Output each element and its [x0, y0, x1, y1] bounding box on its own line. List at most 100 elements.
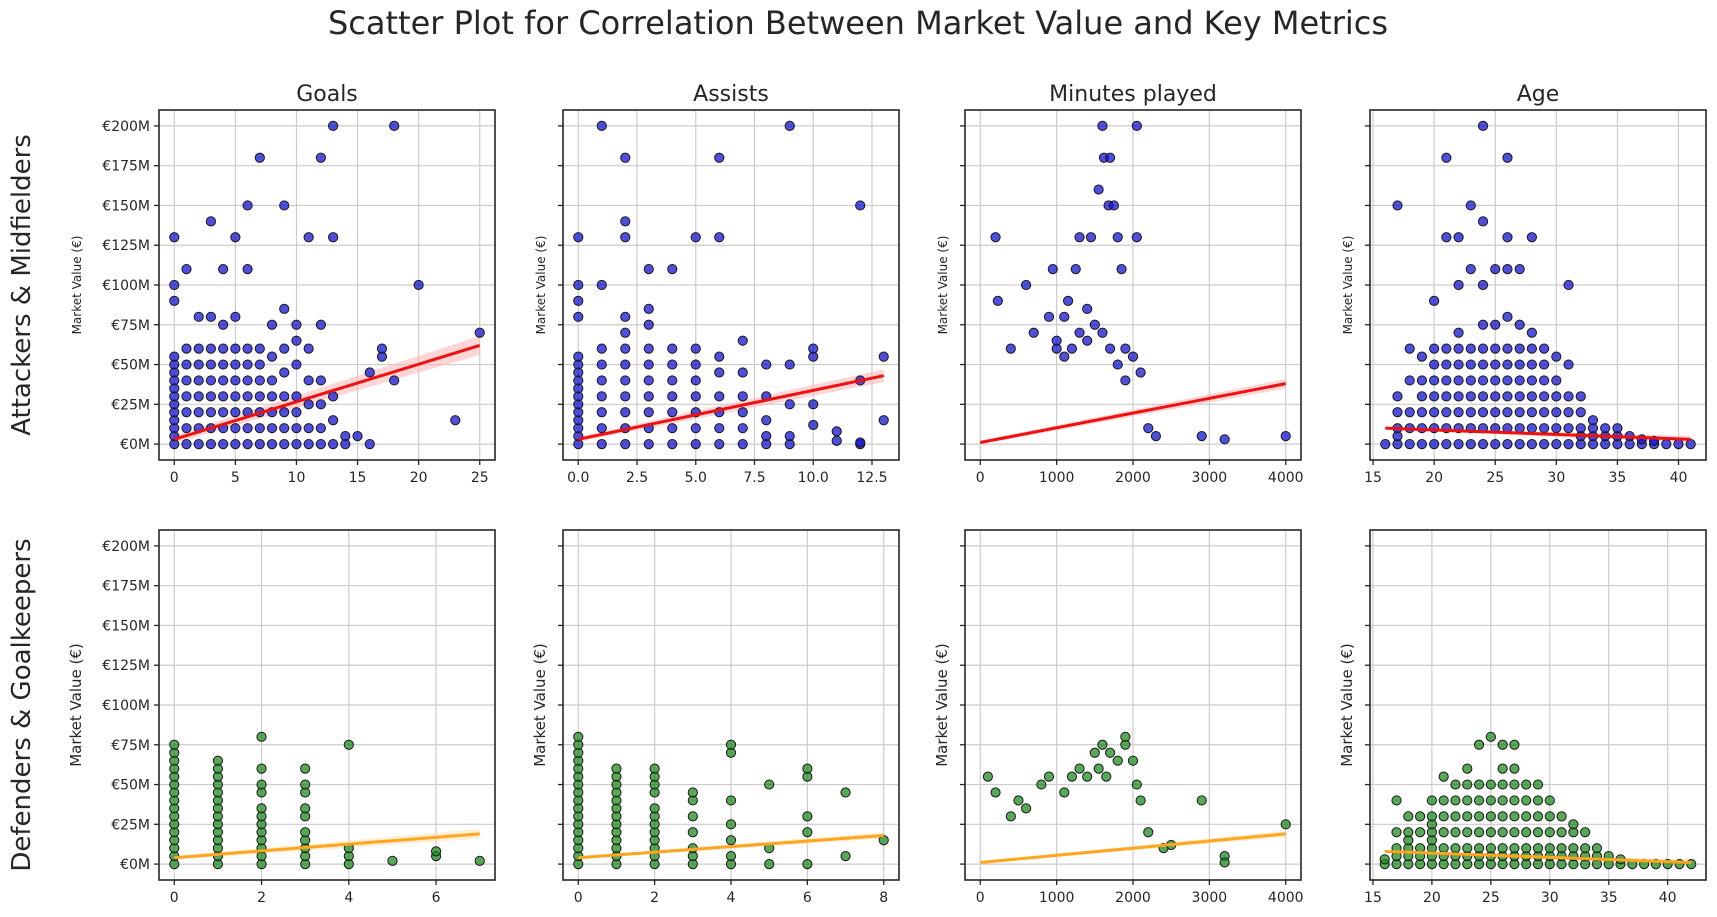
data-point	[1429, 359, 1440, 370]
x-tick-label: 0	[170, 890, 179, 906]
data-point	[181, 343, 192, 354]
data-point	[1514, 438, 1525, 450]
data-point	[573, 295, 584, 307]
data-point	[1502, 152, 1513, 163]
data-point	[242, 438, 253, 450]
data-point	[1059, 787, 1070, 798]
data-point	[1415, 811, 1426, 822]
data-point	[343, 739, 354, 750]
data-point	[1453, 232, 1464, 243]
x-tick-label: 25	[471, 470, 489, 486]
row-title: Defenders & Goalkeepers	[7, 538, 37, 871]
data-point	[990, 232, 1001, 243]
data-point	[840, 787, 851, 798]
data-point	[667, 375, 678, 386]
data-point	[1465, 407, 1476, 418]
data-point	[1661, 438, 1672, 450]
data-point	[1074, 232, 1085, 243]
data-point	[279, 407, 290, 418]
data-point	[1438, 811, 1449, 822]
data-point	[474, 855, 485, 867]
x-tick-label: 6	[803, 890, 812, 906]
x-tick-label: 2	[257, 890, 266, 906]
data-point	[690, 423, 701, 434]
data-point	[1131, 232, 1142, 243]
data-point	[340, 438, 351, 450]
data-point	[649, 763, 660, 774]
data-point	[1391, 795, 1402, 806]
data-point	[1392, 391, 1403, 402]
data-point	[620, 311, 631, 322]
data-point	[596, 375, 607, 386]
data-point	[1580, 827, 1591, 838]
data-point	[643, 407, 654, 418]
data-point	[242, 200, 253, 211]
data-point	[1551, 407, 1562, 418]
data-point	[643, 263, 654, 275]
data-point	[1196, 431, 1207, 442]
data-point	[802, 763, 813, 774]
data-point	[193, 359, 204, 370]
data-point	[808, 399, 819, 410]
data-point	[620, 391, 631, 402]
scatter-panel: 0 5 10 15 20 25 €0M €25M €50M €75M €100M €125M €150M…	[70, 109, 496, 486]
data-point	[1441, 232, 1452, 243]
data-point	[784, 359, 795, 370]
data-point	[1082, 303, 1093, 314]
data-point	[1526, 359, 1537, 370]
x-tick-label: 2.5	[626, 470, 648, 486]
data-point	[279, 423, 290, 434]
data-point	[474, 327, 485, 338]
data-point	[1379, 854, 1390, 865]
data-point	[596, 407, 607, 418]
data-point	[291, 423, 302, 434]
data-point	[1416, 391, 1428, 402]
y-axis-label: Market Value (€)	[534, 236, 548, 335]
y-axis-label: Market Value (€)	[67, 643, 85, 767]
y-tick-label: €50M	[111, 778, 150, 794]
regression-line	[173, 344, 481, 441]
data-point	[714, 438, 725, 450]
data-point	[1526, 375, 1537, 386]
data-point	[596, 279, 607, 291]
data-point	[279, 343, 290, 354]
data-point	[596, 343, 607, 354]
data-point	[1392, 407, 1403, 418]
data-point	[687, 811, 698, 822]
data-point	[1497, 779, 1508, 790]
data-point	[1441, 391, 1452, 402]
x-tick-label: 3000	[1192, 890, 1228, 906]
data-point	[1403, 827, 1414, 838]
data-point	[1477, 343, 1489, 354]
data-point	[1465, 375, 1476, 386]
data-point	[1465, 359, 1476, 370]
data-point	[1502, 391, 1513, 402]
data-point	[1509, 843, 1520, 854]
data-point	[364, 438, 375, 450]
y-tick-label: €75M	[111, 738, 150, 754]
data-point	[193, 407, 204, 418]
data-point	[1465, 391, 1476, 402]
column-title: Age	[1517, 82, 1560, 107]
x-tick-label: 1000	[1039, 890, 1075, 906]
data-point	[218, 263, 229, 275]
regression-line	[174, 832, 480, 860]
data-point	[1568, 843, 1579, 854]
data-point	[205, 438, 217, 450]
data-point	[1013, 795, 1024, 806]
x-tick-label: 2000	[1115, 890, 1151, 906]
x-tick-label: 30	[1541, 890, 1559, 906]
data-point	[1101, 771, 1112, 782]
data-point	[1462, 779, 1473, 790]
data-point	[1392, 200, 1403, 211]
data-point	[1020, 279, 1032, 291]
data-point	[254, 438, 265, 450]
data-point	[1450, 811, 1461, 822]
data-point	[1490, 375, 1501, 386]
data-point	[1591, 843, 1603, 854]
y-tick-label: €100M	[102, 698, 150, 714]
x-tick-label: 35	[1609, 470, 1627, 486]
data-point	[1532, 827, 1544, 838]
data-point	[1526, 391, 1537, 402]
data-point	[690, 391, 701, 402]
